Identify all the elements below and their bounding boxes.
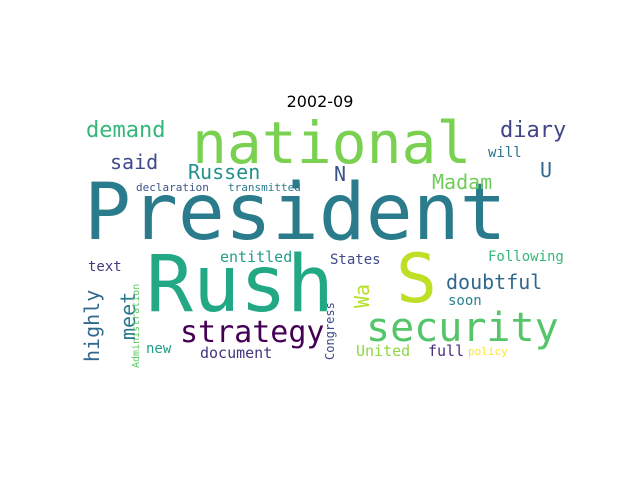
- word-entitled: entitled: [220, 248, 293, 266]
- word-u: U: [540, 158, 553, 182]
- word-doubtful: doubtful: [446, 270, 543, 294]
- word-highly: highly: [80, 289, 104, 362]
- word-s: S: [396, 240, 437, 319]
- word-policy: policy: [468, 345, 508, 358]
- word-strategy: strategy: [180, 315, 325, 350]
- word-declaration: declaration: [136, 181, 209, 194]
- word-united: United: [356, 342, 411, 360]
- word-national: national: [192, 109, 472, 177]
- word-will: will: [488, 145, 522, 161]
- word-said: said: [110, 150, 159, 174]
- word-n: N: [334, 162, 347, 186]
- word-congress: Congress: [323, 302, 337, 360]
- word-security: security: [366, 305, 559, 351]
- word-rush: Rush: [146, 240, 334, 330]
- word-text: text: [88, 259, 122, 275]
- word-soon: soon: [448, 293, 482, 309]
- word-cloud: President Rush national S security strat…: [80, 114, 566, 368]
- word-document: document: [200, 344, 273, 362]
- word-russen: Russen: [188, 160, 261, 184]
- word-diary: diary: [500, 118, 567, 143]
- word-states: States: [330, 252, 381, 268]
- word-administration: Administration: [131, 283, 142, 368]
- word-demand: demand: [86, 118, 166, 143]
- word-full: full: [428, 342, 465, 360]
- word-transmitted: transmitted: [228, 181, 301, 194]
- word-following: Following: [488, 249, 564, 265]
- chart-title: 2002-09: [286, 92, 354, 111]
- word-new: new: [146, 341, 172, 357]
- word-wa: Wa: [350, 283, 374, 308]
- word-madam: Madam: [432, 170, 493, 194]
- word-president: President: [84, 168, 507, 258]
